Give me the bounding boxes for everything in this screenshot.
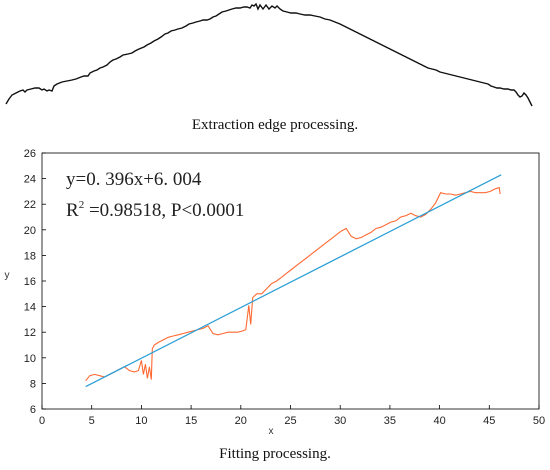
x-tick-label: 50 <box>533 415 545 427</box>
fitting-chart: 0 5 10 15 20 25 30 35 40 45 50 6 8 10 12 14 16 18 20 22 24 2… <box>5 148 546 437</box>
y-tick-label: 8 <box>30 378 36 390</box>
fit-panel-caption: Fitting processing. <box>219 446 331 462</box>
x-tick-label: 0 <box>39 415 45 427</box>
x-axis-label: x <box>269 426 274 437</box>
extracted-edge-outline <box>5 2 533 107</box>
series-layer <box>85 174 502 388</box>
x-axis-ticks: 0 5 10 15 20 25 30 35 40 45 50 <box>39 405 545 427</box>
x-tick-label: 40 <box>433 415 445 427</box>
fit-equation: y=0. 396x+6. 004 <box>66 169 202 190</box>
edge-profile-line <box>5 2 533 107</box>
y-tick-label: 22 <box>24 199 36 211</box>
fit-line <box>85 174 502 388</box>
x-tick-label: 25 <box>284 415 296 427</box>
x-tick-label: 30 <box>334 415 346 427</box>
y-tick-label: 10 <box>24 353 36 365</box>
r2-value: =0.98518, P<0.0001 <box>84 200 244 221</box>
y-tick-label: 6 <box>30 404 36 416</box>
r2-annotation: R2 =0.98518, P<0.0001 <box>66 199 244 221</box>
r2-superscript: 2 <box>79 199 85 211</box>
x-tick-label: 20 <box>235 415 247 427</box>
y-tick-label: 14 <box>24 302 36 314</box>
y-tick-label: 20 <box>24 225 36 237</box>
y-axis-ticks: 6 8 10 12 14 16 18 20 22 24 26 <box>24 148 46 416</box>
edge-panel-caption: Extraction edge processing. <box>191 117 359 133</box>
x-tick-label: 35 <box>384 415 396 427</box>
y-tick-label: 16 <box>24 276 36 288</box>
x-tick-label: 5 <box>89 415 95 427</box>
r2-prefix: R <box>66 200 79 221</box>
y-tick-label: 18 <box>24 250 36 262</box>
x-tick-label: 10 <box>135 415 147 427</box>
y-axis-label: y <box>5 270 10 281</box>
y-tick-label: 24 <box>24 174 36 186</box>
x-tick-label: 45 <box>483 415 495 427</box>
y-tick-label: 26 <box>24 148 36 160</box>
x-tick-label: 15 <box>185 415 197 427</box>
y-tick-label: 12 <box>24 327 36 339</box>
